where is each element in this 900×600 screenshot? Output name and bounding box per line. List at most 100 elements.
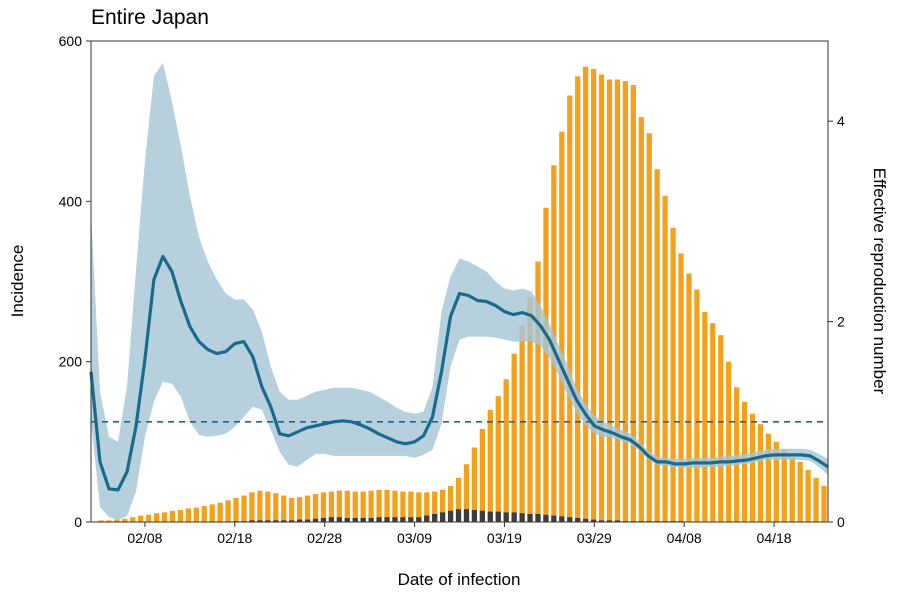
incidence-total-bar	[710, 323, 716, 522]
incidence-total-bar	[606, 79, 613, 522]
incidence-imported-bar	[328, 517, 335, 522]
incidence-total-bar	[328, 491, 335, 522]
incidence-imported-bar	[543, 514, 549, 522]
incidence-total-bar	[527, 297, 533, 522]
x-tick-label: 04/18	[757, 530, 792, 546]
rt-line	[89, 254, 829, 492]
incidence-total-bar	[177, 509, 184, 522]
incidence-total-bar	[455, 477, 462, 522]
incidence-total-bar	[376, 489, 382, 522]
incidence-imported-bar	[344, 517, 350, 522]
incidence-total-bar	[320, 492, 327, 522]
incidence-total-bar	[281, 495, 287, 522]
incidence-total-bar	[432, 491, 438, 522]
incidence-total-bar	[392, 490, 398, 522]
incidence-total-bar	[622, 81, 629, 522]
y-left-tick-label: 400	[59, 193, 83, 209]
x-tick-label: 02/08	[127, 530, 162, 546]
y-left-tick-label: 200	[59, 354, 83, 370]
y-right-tick-label: 4	[837, 113, 845, 129]
incidence-imported-bar	[424, 515, 430, 522]
incidence-total-bar	[130, 517, 136, 522]
incidence-total-bar	[106, 520, 112, 522]
incidence-total-bar	[598, 74, 605, 523]
incidence-imported-bar	[487, 511, 493, 522]
incidence-imported-bar	[312, 518, 319, 522]
rt-confidence-band	[91, 63, 828, 520]
incidence-imported-bar	[527, 513, 533, 522]
incidence-total-bar	[424, 492, 430, 522]
incidence-total-bar	[535, 261, 541, 522]
incidence-total-bar	[654, 169, 660, 522]
incidence-total-bar	[416, 492, 422, 522]
incidence-total-bar	[734, 387, 740, 522]
incidence-total-bar	[726, 361, 732, 522]
incidence-imported-bar	[432, 513, 438, 522]
x-tick-label: 04/08	[667, 530, 702, 546]
incidence-total-bar	[344, 490, 350, 522]
incidence-total-bar	[813, 477, 819, 522]
incidence-total-bar	[193, 507, 199, 522]
incidence-imported-bar	[551, 515, 557, 522]
incidence-imported-bar	[304, 519, 311, 522]
incidence-total-bar	[265, 491, 271, 522]
incidence-imported-bars	[233, 509, 684, 522]
incidence-imported-bar	[408, 517, 414, 522]
incidence-total-bar	[567, 95, 573, 522]
reproduction-number-layer	[89, 63, 829, 520]
incidence-imported-bar	[519, 513, 525, 522]
x-tick-label: 03/09	[397, 530, 432, 546]
incidence-total-bar	[225, 500, 231, 522]
incidence-total-bar	[543, 207, 549, 522]
incidence-total-bar	[146, 514, 152, 522]
incidence-total-bar	[678, 253, 684, 523]
incidence-total-bar	[312, 493, 319, 522]
incidence-total-bar	[249, 492, 255, 522]
incidence-total-bar	[519, 325, 525, 522]
incidence-total-bar	[583, 66, 589, 523]
incidence-total-bar	[479, 429, 485, 522]
incidence-total-bar	[686, 273, 692, 522]
incidence-imported-bar	[511, 512, 517, 522]
incidence-total-bar	[114, 519, 120, 522]
incidence-imported-bar	[598, 520, 605, 522]
incidence-total-bar	[98, 520, 104, 522]
incidence-total-bar	[122, 518, 128, 522]
incidence-total-bar	[797, 461, 803, 522]
incidence-total-bar	[757, 424, 764, 522]
incidence-total-bar	[209, 504, 215, 522]
incidence-imported-bar	[368, 517, 374, 522]
incidence-total-bar	[304, 495, 311, 522]
incidence-imported-bar	[503, 512, 509, 522]
incidence-total-bar	[487, 409, 493, 522]
incidence-imported-bar	[583, 518, 589, 522]
incidence-total-bar	[503, 379, 509, 522]
y-left-tick-label: 0	[74, 514, 82, 530]
incidence-total-bar	[781, 449, 787, 522]
incidence-imported-bar	[392, 517, 398, 522]
incidence-total-bar	[185, 508, 191, 522]
incidence-total-bar	[447, 485, 454, 522]
incidence-imported-bar	[360, 517, 366, 522]
incidence-total-bar	[559, 131, 565, 523]
x-tick-label: 02/28	[307, 530, 342, 546]
y-right-tick-label: 0	[837, 514, 845, 530]
incidence-total-bar	[201, 505, 207, 522]
incidence-imported-bar	[416, 517, 422, 522]
incidence-total-bar	[702, 311, 708, 522]
incidence-imported-bar	[376, 517, 382, 522]
incidence-total-bar	[638, 117, 644, 523]
incidence-imported-bar	[249, 520, 255, 522]
incidence-imported-bar	[400, 517, 406, 522]
incidence-imported-bar	[265, 520, 271, 522]
incidence-total-bar	[384, 489, 390, 522]
incidence-total-bar	[614, 79, 621, 522]
incidence-imported-bar	[289, 520, 295, 522]
incidence-total-bar	[590, 69, 597, 522]
incidence-total-bar	[630, 85, 636, 522]
incidence-total-bar	[352, 491, 358, 522]
axes: 0 200 400 600 0 2 4 02/08 02/18 02/28 03/09 03/19 03…	[59, 33, 845, 546]
incidence-total-bar	[495, 396, 501, 522]
incidence-imported-bar	[281, 520, 287, 522]
